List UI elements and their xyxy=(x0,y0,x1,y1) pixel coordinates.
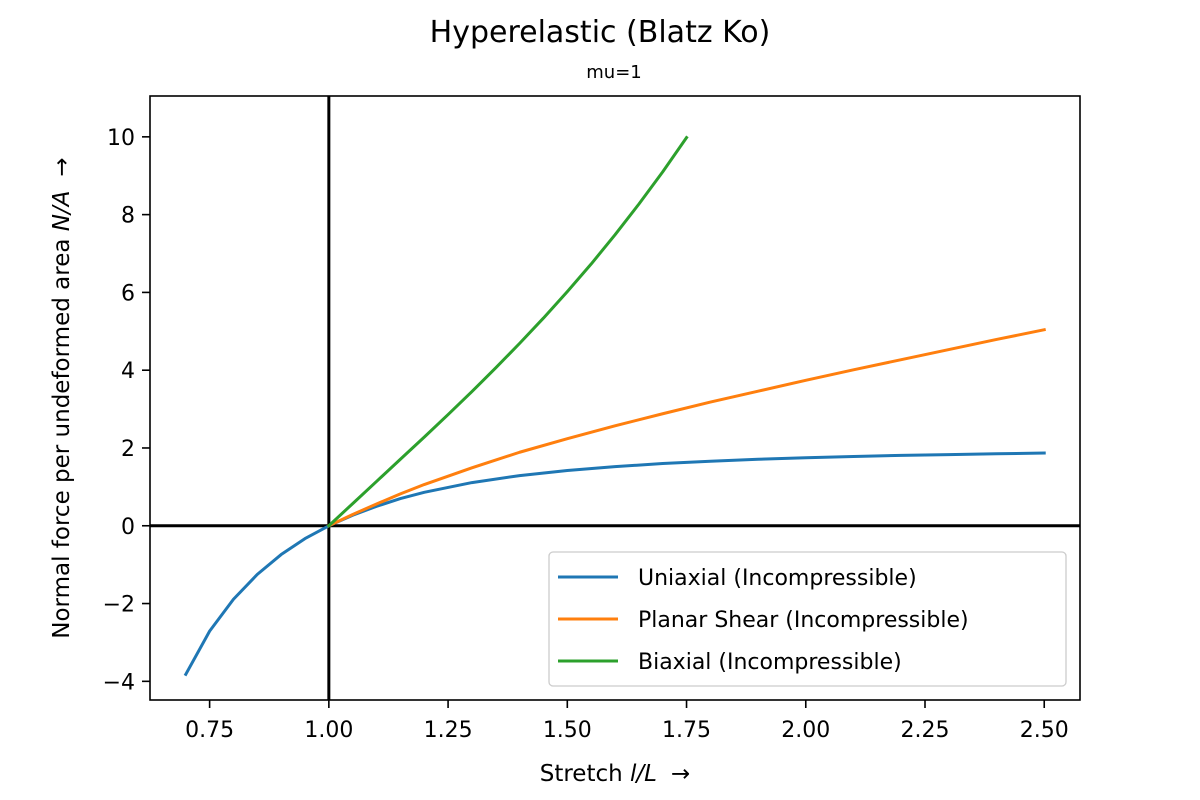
series-line-1 xyxy=(183,451,1046,677)
x-axis-label: Stretch l/L → xyxy=(540,761,691,787)
y-axis-label-prefix: Normal force per undeformed area xyxy=(49,231,75,638)
x-tick-label: 1.00 xyxy=(304,718,353,743)
y-tick-label: −4 xyxy=(103,670,135,695)
x-tick-label: 1.75 xyxy=(662,718,711,743)
y-tick-label: 6 xyxy=(121,281,135,306)
x-tick-label: 1.50 xyxy=(543,718,592,743)
x-tick-label: 1.25 xyxy=(424,718,473,743)
chart-subtitle: mu=1 xyxy=(586,62,641,83)
x-tick-label: 2.25 xyxy=(901,718,950,743)
y-tick-label: 0 xyxy=(121,515,135,540)
y-tick-label: 10 xyxy=(107,126,135,151)
x-tick-label: 0.75 xyxy=(185,718,234,743)
y-axis: −4 −2 0 2 4 6 8 10 xyxy=(103,126,150,695)
x-axis-label-variable: l/L xyxy=(630,761,657,787)
plot-area xyxy=(149,95,1081,701)
legend-box xyxy=(548,551,1067,687)
plot-frame xyxy=(149,95,1081,701)
x-tick-label: 2.00 xyxy=(781,718,830,743)
legend: Uniaxial (Incompressible) Planar Shear (I… xyxy=(548,551,1067,687)
x-axis: 0.75 1.00 1.25 1.50 1.75 2.00 2.25 2.50 xyxy=(185,700,1069,743)
series-line-2 xyxy=(326,327,1046,528)
series-layer xyxy=(183,135,1046,677)
x-tick-label: 2.50 xyxy=(1020,718,1069,743)
y-tick-label: 2 xyxy=(121,437,135,462)
legend-label-3: Biaxial (Incompressible) xyxy=(638,650,902,675)
legend-label-2: Planar Shear (Incompressible) xyxy=(638,608,969,633)
y-axis-label-arrow: → xyxy=(49,157,75,176)
series-line-3 xyxy=(326,135,689,528)
y-tick-label: −2 xyxy=(103,593,135,618)
x-axis-label-arrow: → xyxy=(671,761,690,787)
y-tick-label: 8 xyxy=(121,204,135,229)
y-tick-label: 4 xyxy=(121,359,135,384)
chart-title: Hyperelastic (Blatz Ko) xyxy=(430,15,771,50)
x-axis-label-prefix: Stretch xyxy=(540,761,630,787)
reference-lines xyxy=(150,96,1080,700)
y-axis-label-variable: N/A xyxy=(49,191,75,232)
legend-label-1: Uniaxial (Incompressible) xyxy=(638,566,917,591)
y-axis-label: Normal force per undeformed area N/A → xyxy=(49,157,75,638)
